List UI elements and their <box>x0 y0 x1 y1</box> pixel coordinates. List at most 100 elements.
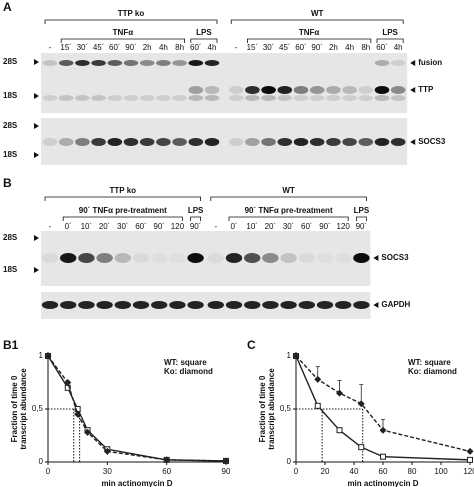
x-tick-label: 120 <box>463 467 474 476</box>
blot-band <box>390 86 406 94</box>
group-bracket <box>44 196 201 201</box>
group-label: TTP ko <box>110 186 137 195</box>
x-tick-label: 60 <box>379 467 388 476</box>
blot-band <box>353 301 370 309</box>
data-point <box>336 389 343 397</box>
lane-label: 90´ <box>190 222 202 231</box>
lane-label: 45´ <box>93 43 105 52</box>
y-tick-label: 0 <box>287 457 292 466</box>
lane-label: 10´ <box>246 222 258 231</box>
blot-band <box>75 95 90 101</box>
blot-band <box>353 253 370 263</box>
blot-band <box>244 253 261 263</box>
lane-label: 20´ <box>99 222 111 231</box>
marker-arrow <box>34 267 39 273</box>
y-axis-label: transcript abundance <box>267 368 276 450</box>
blot-band <box>78 253 95 263</box>
group-label: WT <box>311 9 324 18</box>
subgroup-bracket <box>62 216 183 221</box>
marker-arrow <box>34 93 39 99</box>
size-marker: 28S <box>3 121 18 130</box>
lane-label: 0´ <box>230 222 237 231</box>
x-tick-label: 0 <box>294 467 299 476</box>
blot-band <box>374 138 390 146</box>
blot-band <box>277 95 293 101</box>
blot-band <box>188 95 204 101</box>
blot-band <box>107 60 123 66</box>
lane-label: - <box>235 43 238 52</box>
lane-label: 60´ <box>301 222 313 231</box>
lane-label: 60´ <box>376 43 388 52</box>
blot-band <box>374 86 390 94</box>
blot-band <box>358 86 374 94</box>
blot-band <box>207 301 224 309</box>
blot-band <box>228 138 244 146</box>
blot-band <box>342 95 357 101</box>
lane-label: 4h <box>159 43 168 52</box>
blot-band <box>309 138 325 146</box>
band-label: GAPDH <box>381 300 410 309</box>
blot-band <box>139 138 155 146</box>
blot-band <box>277 138 293 146</box>
blot-band <box>75 138 90 146</box>
blot-band <box>78 301 95 309</box>
blot-band <box>225 301 243 309</box>
group-bracket <box>44 19 218 24</box>
blot-band <box>293 95 309 101</box>
blot-band <box>298 253 315 263</box>
panel-label: B1 <box>3 338 19 352</box>
blot-band <box>358 95 374 101</box>
subgroup-label: LPS <box>188 206 204 215</box>
blot-band <box>326 138 341 146</box>
x-tick-label: 20 <box>321 467 330 476</box>
blot-band <box>374 95 390 101</box>
blot-band <box>316 301 334 309</box>
lane-label: 90´ <box>125 43 137 52</box>
blot-band <box>151 301 168 309</box>
blot-band <box>187 253 204 263</box>
panel-label: C <box>247 338 256 352</box>
blot-band <box>188 60 204 66</box>
blot-band <box>261 138 276 146</box>
blot-band <box>262 253 279 263</box>
blot-band <box>228 86 244 94</box>
subgroup-bracket <box>228 216 349 221</box>
blot-band <box>151 253 167 263</box>
lane-label: 90´ <box>356 222 368 231</box>
subgroup-bracket <box>60 38 185 43</box>
lane-label: 30´ <box>283 222 295 231</box>
lane-label: 120 <box>171 222 185 231</box>
data-point <box>84 428 92 436</box>
blot-band <box>60 301 77 309</box>
blot-band <box>317 253 333 263</box>
data-point <box>380 453 386 460</box>
blot-band <box>156 95 171 101</box>
lane-label: 10´ <box>81 222 93 231</box>
x-tick-label: 100 <box>434 467 448 476</box>
blot-band <box>293 138 309 146</box>
lane-label: 15´ <box>60 43 72 52</box>
group-bracket <box>210 196 367 201</box>
blot-band <box>91 138 106 146</box>
blot-band <box>58 60 74 66</box>
size-marker: 28S <box>3 57 18 66</box>
lane-label: 120 <box>337 222 351 231</box>
blot-band <box>156 60 171 66</box>
blot-band <box>261 86 276 94</box>
blot-band <box>75 60 90 66</box>
blot-band <box>132 253 150 263</box>
lane-label: 90´ <box>319 222 331 231</box>
data-point <box>314 402 321 409</box>
blot-band <box>123 138 139 146</box>
blot-band <box>156 138 171 146</box>
band-arrow <box>373 302 379 308</box>
data-point <box>163 456 171 464</box>
blot-band <box>188 138 204 146</box>
data-point <box>292 352 300 360</box>
blot-band <box>123 95 139 101</box>
lane-label: 30´ <box>77 43 89 52</box>
subgroup-label: LPS <box>354 206 370 215</box>
y-tick-label: 1 <box>39 351 44 360</box>
lane-label: 90´ <box>311 43 323 52</box>
blot-band <box>245 95 260 101</box>
